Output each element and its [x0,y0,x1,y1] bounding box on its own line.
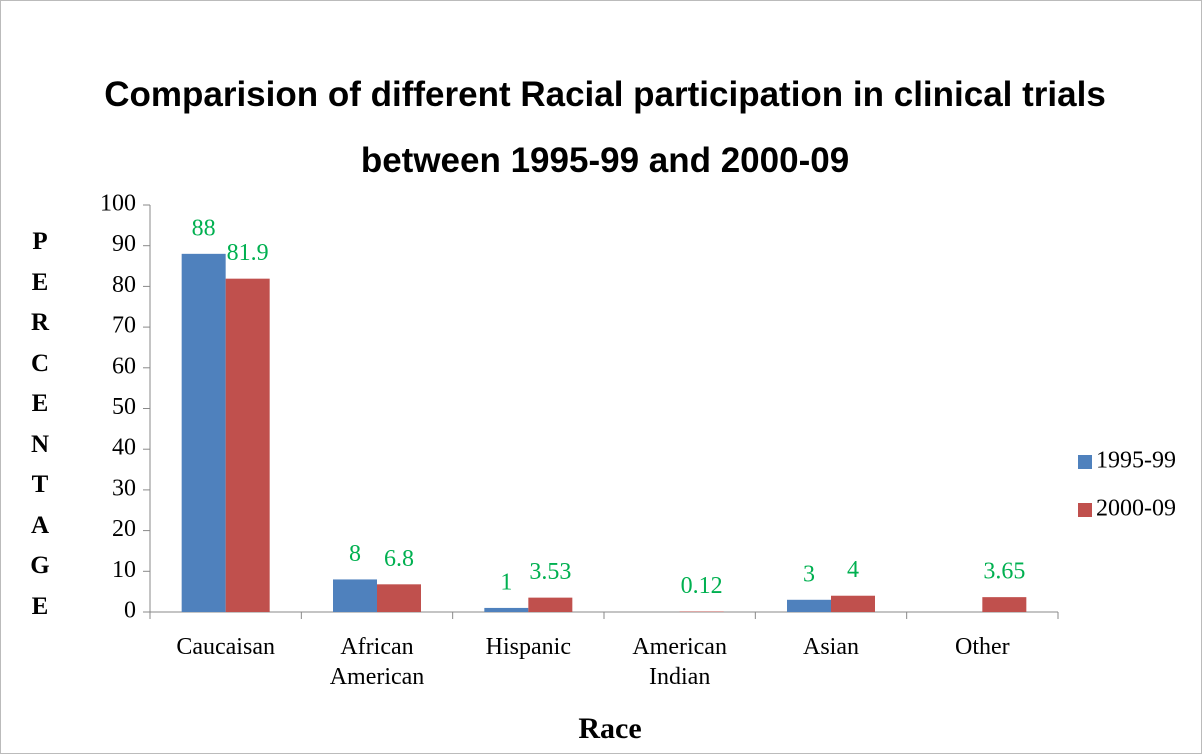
x-tick-label: Hispanic [485,634,571,660]
legend-label: 2000-09 [1096,496,1176,522]
x-tick-label: African American [329,634,425,690]
bar [181,253,226,612]
bar [982,597,1027,612]
x-tick-label: Asian [803,634,859,660]
x-tick-label: American Indian [632,634,727,690]
bar [377,584,421,612]
bar [484,607,529,612]
y-tick-label: 60 [112,353,136,379]
x-tick-label: Other [955,634,1010,660]
chart-title: Comparision of different Racial particip… [104,75,1106,180]
y-axis-label: PERCENTAGE [30,228,50,620]
value-label: 3.53 [529,559,571,585]
bar [225,278,270,612]
value-label: 0.12 [681,573,723,599]
y-tick-label: 80 [112,272,136,298]
x-axis-label: Race [578,712,642,745]
y-tick-label: 90 [112,231,136,257]
y-tick-label: 40 [112,435,136,461]
legend-swatch [1078,503,1092,517]
y-tick-label: 10 [112,557,136,583]
bar [831,595,875,612]
y-tick-label: 30 [112,475,136,501]
value-label: 8 [349,541,361,567]
value-label: 4 [847,557,859,583]
y-tick-label: 0 [124,598,136,624]
value-label: 1 [500,569,512,595]
y-tick-label: 70 [112,313,136,339]
y-tick-label: 50 [112,394,136,420]
value-label: 81.9 [227,240,269,266]
value-label: 3 [803,561,815,587]
y-tick-label: 20 [112,516,136,542]
value-label: 3.65 [983,559,1025,585]
value-label: 6.8 [384,546,414,572]
legend-swatch [1078,455,1092,469]
legend-label: 1995-99 [1096,448,1176,474]
bar [528,597,573,612]
y-tick-label: 100 [100,191,136,217]
bar [333,579,377,612]
bar [787,599,831,612]
x-tick-label: Caucaisan [176,634,275,660]
value-label: 88 [192,215,216,241]
